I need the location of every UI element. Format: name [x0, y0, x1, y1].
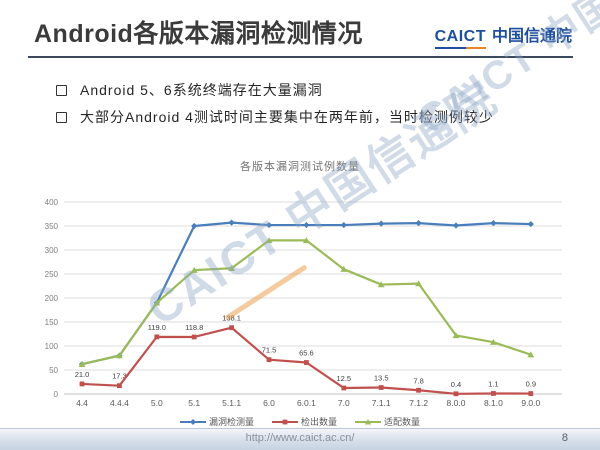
svg-text:13.5: 13.5 — [374, 374, 389, 383]
svg-text:150: 150 — [45, 318, 59, 327]
svg-text:7.1.2: 7.1.2 — [409, 398, 428, 408]
slide-header: Android各版本漏洞检测情况 CAICT 中国信通院 — [0, 0, 600, 56]
svg-text:100: 100 — [45, 342, 59, 351]
footer-bar: http://www.caict.ac.cn/ 8 — [0, 428, 600, 450]
svg-text:7.1.1: 7.1.1 — [372, 398, 391, 408]
svg-text:17.3: 17.3 — [112, 372, 127, 381]
svg-text:118.8: 118.8 — [185, 323, 203, 332]
svg-text:350: 350 — [45, 222, 59, 231]
svg-text:8.1.0: 8.1.0 — [484, 398, 503, 408]
svg-text:5.1: 5.1 — [188, 398, 200, 408]
caict-logo-wordmark: CAICT — [434, 28, 486, 49]
legend-marker-icon — [355, 418, 381, 424]
legend-item: 检出数量 — [271, 415, 337, 428]
svg-text:65.6: 65.6 — [299, 349, 314, 358]
svg-text:4.4.4: 4.4.4 — [110, 398, 129, 408]
svg-text:21.0: 21.0 — [75, 370, 90, 379]
svg-text:6.0: 6.0 — [263, 398, 275, 408]
svg-text:4.4: 4.4 — [76, 398, 88, 408]
legend-label: 检出数量 — [300, 417, 337, 427]
svg-text:1.1: 1.1 — [488, 379, 498, 388]
svg-text:5.0: 5.0 — [151, 398, 163, 408]
bullet-list: Android 5、6系统终端存在大量漏洞 大部分Android 4测试时间主要… — [56, 80, 494, 134]
legend-item: 适配数量 — [355, 415, 420, 428]
vulnerability-line-chart: 各版本漏洞测试例数量 0 50 100 150 200 250 300 350 400 4.4 4.… — [30, 150, 570, 428]
svg-text:0.9: 0.9 — [526, 380, 536, 389]
svg-text:71.5: 71.5 — [262, 346, 277, 355]
svg-text:7.8: 7.8 — [413, 376, 423, 385]
caict-logo-underline-icon — [434, 46, 486, 49]
square-bullet-icon — [56, 84, 67, 96]
chart-title: 各版本漏洞测试例数量 — [240, 161, 360, 173]
legend-label: 漏洞检测量 — [208, 417, 254, 427]
bullet-text: Android 5、6系统终端存在大量漏洞 — [80, 82, 323, 98]
svg-text:200: 200 — [45, 294, 59, 303]
footer-url[interactable]: http://www.caict.ac.cn/ — [245, 432, 355, 444]
svg-text:12.5: 12.5 — [336, 374, 351, 383]
svg-text:0: 0 — [54, 390, 59, 399]
svg-text:119.0: 119.0 — [148, 323, 166, 332]
page-number: 8 — [561, 432, 568, 444]
bullet-text: 大部分Android 4测试时间主要集中在两年前，当时检测例较少 — [80, 109, 494, 125]
svg-text:50: 50 — [49, 366, 58, 375]
svg-text:7.0: 7.0 — [338, 398, 350, 408]
svg-text:300: 300 — [45, 246, 59, 255]
legend-label: 适配数量 — [384, 417, 421, 427]
legend-item: 漏洞检测量 — [179, 415, 254, 428]
bullet-item: Android 5、6系统终端存在大量漏洞 — [56, 80, 494, 100]
square-bullet-icon — [56, 111, 67, 123]
chart-legend: 漏洞检测量 检出数量 适配数量 — [30, 415, 570, 428]
page-title: Android各版本漏洞检测情况 — [34, 20, 363, 48]
svg-text:8.0.0: 8.0.0 — [447, 398, 466, 408]
chart-plot-area: 0 50 100 150 200 250 300 350 400 4.4 4.4.4 5.0 5.1 5.… — [45, 198, 562, 408]
svg-text:138.1: 138.1 — [222, 314, 241, 323]
svg-text:400: 400 — [45, 198, 59, 207]
svg-text:6.0.1: 6.0.1 — [297, 398, 316, 408]
svg-text:0.4: 0.4 — [451, 380, 461, 389]
legend-marker-icon — [271, 419, 298, 424]
header-divider — [28, 56, 573, 58]
svg-text:9.0.0: 9.0.0 — [521, 398, 540, 408]
legend-marker-icon — [179, 418, 206, 425]
svg-text:250: 250 — [45, 270, 59, 279]
svg-text:5.1.1: 5.1.1 — [222, 398, 241, 408]
bullet-item: 大部分Android 4测试时间主要集中在两年前，当时检测例较少 — [56, 107, 494, 127]
caict-logo-name: 中国信通院 — [491, 28, 572, 45]
caict-logo: CAICT 中国信通院 — [434, 22, 572, 49]
